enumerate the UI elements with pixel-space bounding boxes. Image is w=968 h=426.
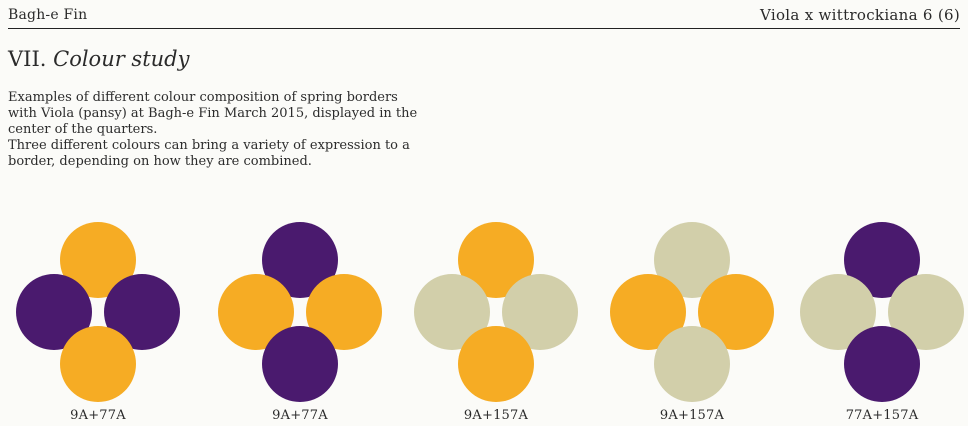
- swatch-2-circle-top: [262, 222, 338, 298]
- swatch-5: 77A+157A: [782, 210, 968, 423]
- swatch-3-circle-bottom: [458, 326, 534, 402]
- swatch-3-label: 9A+157A: [463, 408, 529, 423]
- swatch-2-circle-left: [218, 274, 294, 350]
- body-text: Examples of different colour composition…: [8, 90, 418, 170]
- swatch-2-label: 9A+77A: [272, 408, 328, 423]
- swatch-4-circle-right: [698, 274, 774, 350]
- swatch-1: 9A+77A: [0, 210, 198, 423]
- swatch-2-circle-bottom: [262, 326, 338, 402]
- swatch-4-circle-top: [654, 222, 730, 298]
- running-header-right: Viola x wittrockiana 6 (6): [760, 6, 960, 24]
- swatch-5-label: 77A+157A: [845, 408, 919, 423]
- section-name: Colour study: [53, 47, 190, 71]
- swatch-4: 9A+157A: [592, 210, 792, 423]
- swatch-5-circle-top: [844, 222, 920, 298]
- swatch-1-graphic: [16, 222, 180, 402]
- swatch-1-circle-right: [104, 274, 180, 350]
- section-title: VII. Colour study: [8, 47, 189, 71]
- swatch-4-label: 9A+157A: [659, 408, 725, 423]
- swatch-2: 9A+77A: [200, 210, 400, 423]
- swatch-3-circle-top: [458, 222, 534, 298]
- swatch-4-circle-left: [610, 274, 686, 350]
- swatch-3-circle-left: [414, 274, 490, 350]
- body-paragraph-1: Examples of different colour composition…: [8, 90, 418, 137]
- swatch-1-label: 9A+77A: [70, 408, 126, 423]
- swatch-2-graphic: [218, 222, 382, 402]
- swatch-3-circle-right: [502, 274, 578, 350]
- swatch-row: 9A+77A 9A+77A 9A+157A 9A+157A: [0, 210, 968, 426]
- running-header-left: Bagh-e Fin: [8, 7, 88, 23]
- swatch-5-circle-bottom: [844, 326, 920, 402]
- swatch-1-circle-left: [16, 274, 92, 350]
- swatch-4-graphic: [610, 222, 774, 402]
- swatch-3: 9A+157A: [396, 210, 596, 423]
- swatch-1-circle-bottom: [60, 326, 136, 402]
- section-number: VII.: [8, 47, 47, 71]
- swatch-5-circle-right: [888, 274, 964, 350]
- swatch-2-circle-right: [306, 274, 382, 350]
- swatch-1-circle-top: [60, 222, 136, 298]
- body-paragraph-2: Three different colours can bring a vari…: [8, 138, 410, 169]
- swatch-5-circle-left: [800, 274, 876, 350]
- swatch-5-graphic: [800, 222, 964, 402]
- swatch-3-graphic: [414, 222, 578, 402]
- swatch-4-circle-bottom: [654, 326, 730, 402]
- header-rule: [8, 28, 960, 29]
